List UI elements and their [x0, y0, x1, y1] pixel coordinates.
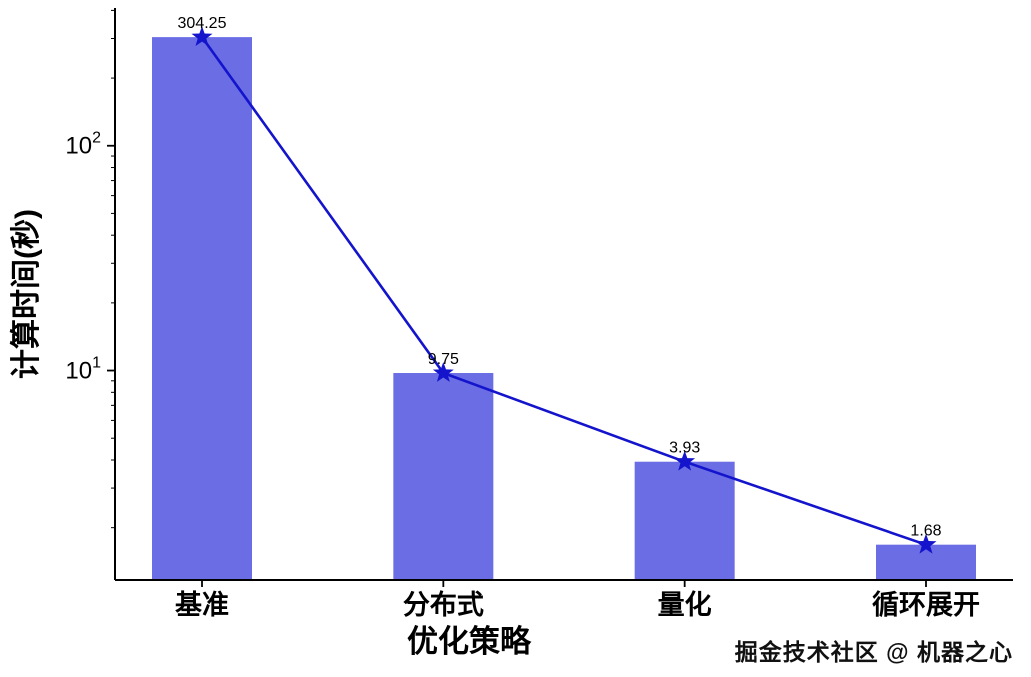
y-tick-label-1: 102 [65, 130, 101, 160]
y-tick-label-0: 101 [65, 355, 101, 385]
value-label-3: 1.68 [910, 523, 941, 540]
x-tick-label-3: 循环展开 [872, 590, 980, 620]
value-label-2: 3.93 [669, 440, 700, 457]
star-marker-3 [915, 533, 937, 554]
star-marker-1 [432, 362, 454, 382]
bar-3 [876, 544, 976, 580]
line-series [200, 36, 927, 546]
star-marker-0 [191, 26, 213, 46]
watermark: 掘金技术社区 @ 机器之心 [734, 639, 1013, 665]
star-marker-2 [674, 450, 696, 471]
value-label-1: 9.75 [428, 351, 459, 368]
bar-2 [634, 461, 735, 580]
x-axis-title: 优化策略 [407, 624, 532, 659]
x-tick-label-2: 量化 [658, 590, 712, 620]
value-label-0: 304.25 [178, 15, 227, 32]
x-tick-label-0: 基准 [175, 590, 229, 620]
bar-0 [152, 37, 252, 581]
x-tick-label-1: 分布式 [403, 590, 484, 620]
y-axis-title: 计算时间(秒) [9, 209, 43, 379]
bar-1 [393, 373, 494, 580]
